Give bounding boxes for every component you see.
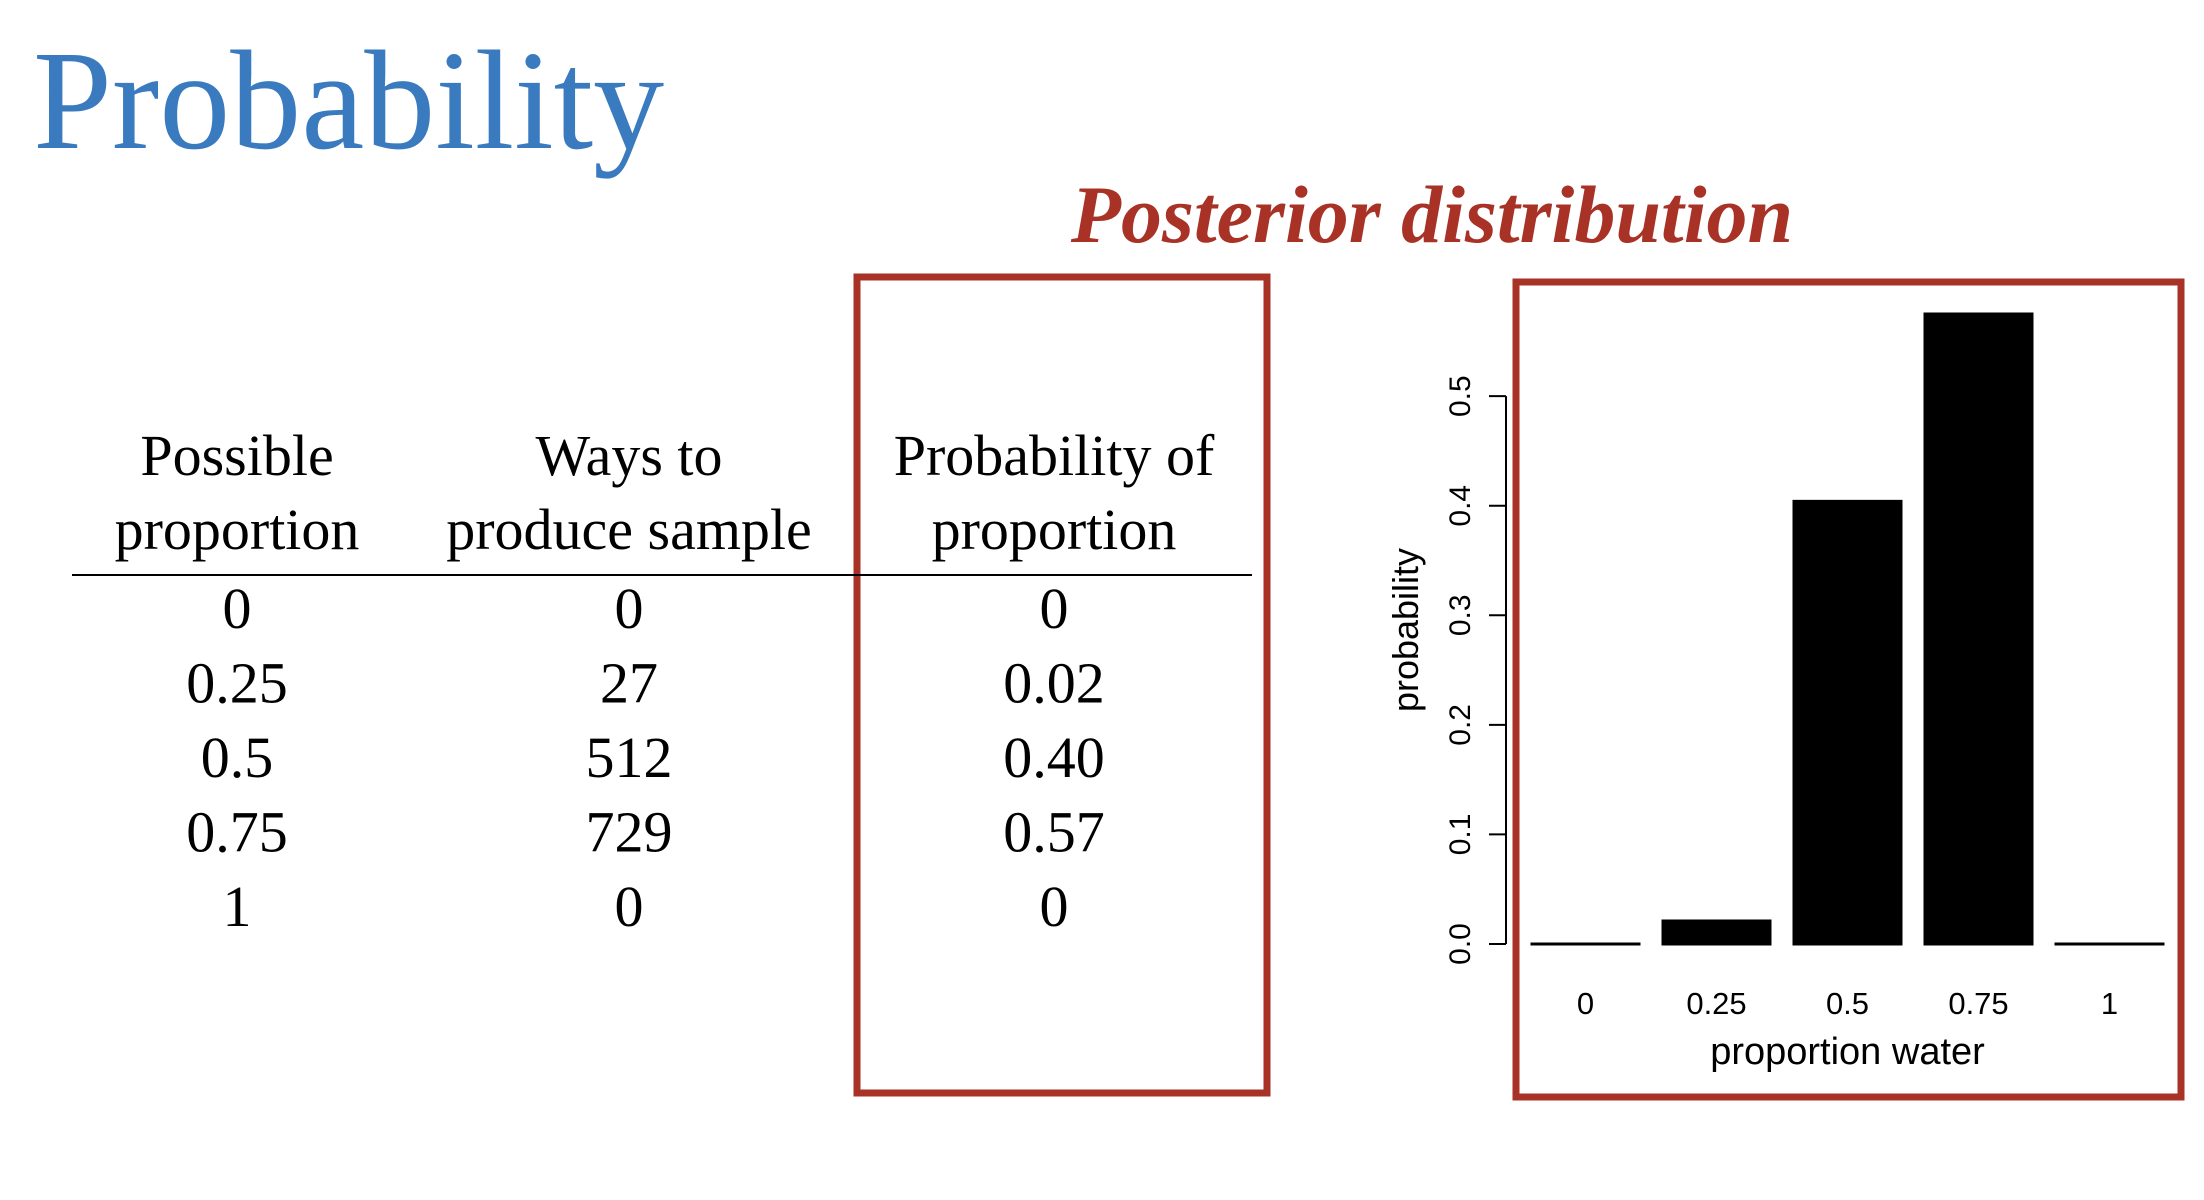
table-header: proportion: [115, 497, 360, 562]
y-tick-label: 0.3: [1444, 594, 1477, 636]
chart-box: [1512, 278, 2185, 1101]
slide-title: Probability: [33, 21, 664, 179]
table-cell: 0: [615, 874, 644, 939]
table-cell: 0.57: [1003, 800, 1105, 865]
table-cell: 27: [600, 651, 658, 716]
table-header: Probability of: [894, 423, 1215, 488]
table-header: Possible: [140, 423, 333, 488]
y-tick-label: 0.2: [1444, 704, 1477, 746]
table-cell: 0: [1040, 874, 1069, 939]
x-axis-label: proportion water: [1710, 1031, 1985, 1073]
y-axis-label: probability: [1385, 548, 1426, 712]
table-cell: 1: [223, 874, 252, 939]
table-cell: 0: [1040, 576, 1069, 641]
bar: [1530, 942, 1641, 946]
x-tick-label: 0.5: [1826, 986, 1869, 1021]
x-tick-label: 1: [2101, 986, 2118, 1021]
table-header: proportion: [932, 497, 1177, 562]
x-tick-label: 0.75: [1948, 986, 2008, 1021]
table-cell: 0.75: [186, 800, 288, 865]
bar: [1923, 312, 2034, 946]
x-tick-label: 0: [1577, 986, 1594, 1021]
subtitle: Posterior distribution: [1070, 169, 1793, 260]
table-header: produce sample: [446, 497, 812, 562]
table-cell: 512: [586, 725, 673, 790]
table-cell: 0: [223, 576, 252, 641]
table-cell: 0.25: [186, 651, 288, 716]
y-tick-label: 0.1: [1444, 814, 1477, 856]
highlight-box: [853, 273, 1271, 1097]
table-cell: 0.02: [1003, 651, 1105, 716]
y-tick-label: 0.0: [1444, 923, 1477, 965]
bar: [1661, 919, 1772, 946]
table-cell: 0: [615, 576, 644, 641]
y-tick-label: 0.4: [1444, 485, 1477, 527]
table-cell: 729: [586, 800, 673, 865]
table-cell: 0.5: [201, 725, 274, 790]
table-cell: 0.40: [1003, 725, 1105, 790]
bar: [1792, 499, 1903, 946]
y-tick-label: 0.5: [1444, 375, 1477, 417]
x-tick-label: 0.25: [1686, 986, 1746, 1021]
bar: [2054, 942, 2165, 946]
table-header: Ways to: [535, 423, 722, 488]
